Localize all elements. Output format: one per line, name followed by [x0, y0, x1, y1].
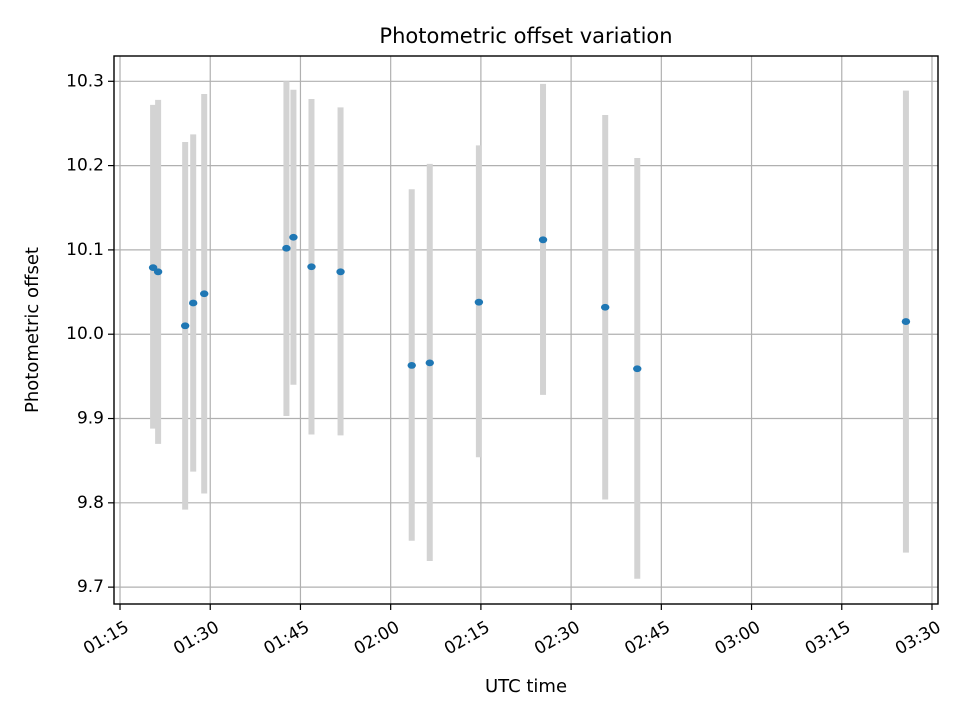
plot-frame — [113, 55, 939, 605]
y-tick-label: 10.3 — [66, 71, 104, 91]
y-tick-label: 9.8 — [77, 493, 104, 513]
data-point — [407, 362, 416, 369]
data-point — [633, 365, 642, 373]
y-tick-label: 9.9 — [77, 409, 104, 429]
y-tick-label: 10.1 — [66, 240, 104, 260]
data-point — [425, 359, 434, 367]
data-points — [148, 233, 911, 373]
data-point — [188, 299, 198, 307]
data-point — [282, 244, 291, 252]
y-tick-label: 10.0 — [66, 324, 104, 344]
data-point — [600, 303, 610, 311]
data-point — [474, 298, 484, 306]
y-axis: 9.7 9.8 9.9 10.0 10.1 10.2 10.3 — [66, 71, 114, 597]
data-point — [200, 290, 209, 298]
data-point — [153, 268, 163, 276]
y-tick-label: 9.7 — [77, 577, 104, 597]
data-point — [180, 322, 190, 330]
data-point — [148, 264, 158, 272]
chart-title: Photometric offset variation — [379, 24, 672, 48]
data-point — [538, 236, 548, 244]
grid — [114, 56, 938, 604]
data-point — [901, 318, 911, 325]
data-point — [289, 233, 298, 241]
data-point — [336, 268, 345, 276]
x-axis-label: UTC time — [485, 676, 567, 697]
y-tick-label: 10.2 — [66, 156, 104, 176]
y-axis-label: Photometric offset — [22, 247, 43, 413]
data-point — [307, 263, 316, 271]
